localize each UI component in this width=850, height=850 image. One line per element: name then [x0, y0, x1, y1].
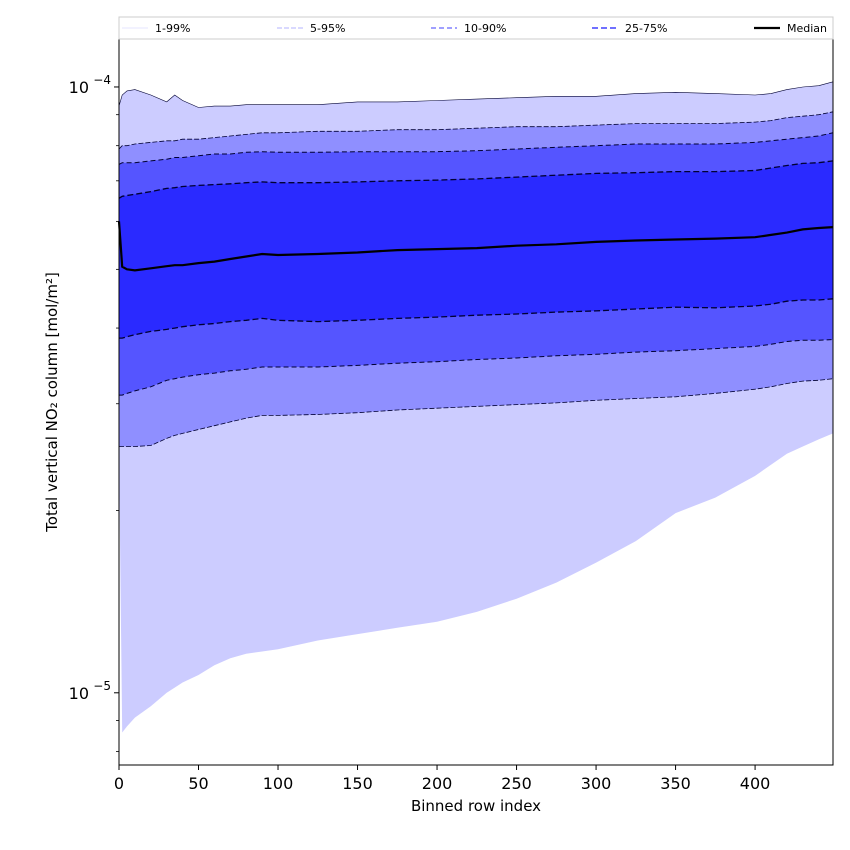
- legend: 1-99% 5-95% 10-90% 25-75% Median: [118, 16, 834, 40]
- x-tick-label: 150: [342, 774, 373, 793]
- percentile-bands: [119, 81, 833, 733]
- x-axis: 0 50 100 150 200 250 300 350 400: [114, 765, 770, 793]
- x-axis-label: Binned row index: [411, 797, 541, 815]
- band-5-95-upper-line: [118, 111, 834, 150]
- legend-label: 1-99%: [155, 22, 190, 35]
- y-tick-label-base: 10: [69, 684, 89, 703]
- band-25-75-upper-line: [118, 160, 834, 199]
- x-tick-label: 350: [660, 774, 691, 793]
- legend-label: Median: [787, 22, 827, 35]
- legend-label: 25-75%: [625, 22, 667, 35]
- x-tick-label: 0: [114, 774, 124, 793]
- y-axis: 10 −5 10 −4: [69, 73, 119, 752]
- legend-box: [118, 16, 834, 40]
- band-10-90-lower-line: [119, 339, 834, 396]
- y-axis-label: Total vertical NO₂ column [mol/m²]: [43, 272, 61, 533]
- band-1-99-upper-line: [118, 81, 834, 108]
- legend-label: 5-95%: [310, 22, 345, 35]
- x-tick-label: 100: [263, 774, 294, 793]
- band-25-75-area: [119, 160, 833, 339]
- y-tick-label-exponent: −5: [93, 679, 111, 693]
- x-tick-label: 400: [740, 774, 771, 793]
- median-layer: [117, 221, 834, 272]
- legend-label: 10-90%: [464, 22, 506, 35]
- band-25-75-lower-line: [119, 298, 834, 339]
- y-tick-label-exponent: −4: [93, 73, 111, 87]
- band-edge-lines: [118, 81, 834, 447]
- y-tick-label-base: 10: [69, 78, 89, 97]
- band-10-90-upper-line: [118, 132, 834, 165]
- x-tick-label: 50: [188, 774, 208, 793]
- x-tick-label: 300: [581, 774, 612, 793]
- band-5-95-lower-line: [119, 378, 834, 447]
- x-tick-label: 250: [501, 774, 532, 793]
- x-tick-label: 200: [422, 774, 453, 793]
- median-line: [117, 221, 834, 272]
